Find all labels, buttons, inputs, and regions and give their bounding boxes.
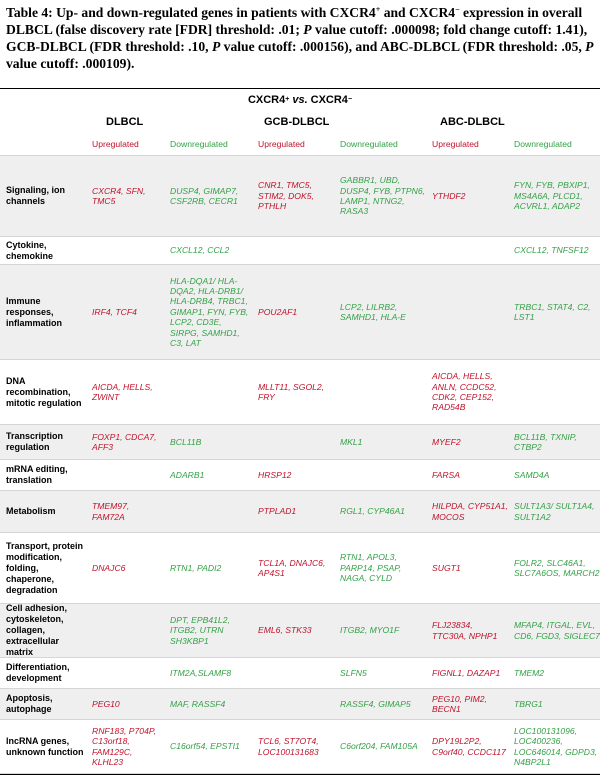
downregulated-genes-cell: LCP2, LILRB2, SAMHD1, HLA-E [340, 301, 406, 322]
row-category: mRNA editing, translation [6, 464, 68, 485]
row-category: Transcription regulation [6, 431, 64, 452]
downregulated-genes-cell: C6orf204, FAM105A [340, 741, 418, 752]
table-row: Transcription regulation FOXP1, CDCA7, AF… [0, 425, 600, 460]
row-category: Metabolism [6, 506, 56, 516]
downregulated-genes-cell: BCL11B, TXNIP, CTBP2 [514, 431, 577, 452]
upregulated-genes-cell: RNF183, P704P, C13orf18, FAM129C, KLHL23 [92, 725, 156, 767]
upregulated-genes-cell: AICDA, HELLS, ANLN, CCDC52, CDK2, CEP152… [432, 371, 497, 413]
row-category: Differentiation, development [6, 662, 70, 683]
upregulated-genes-cell: MLLT11, SGOL2, FRY [258, 381, 325, 402]
downregulated-genes-cell: FYN, FYB, PBXIP1, MS4A6A, PLCD1, ACVRL1,… [514, 180, 590, 212]
row-category: Immune responses, inflammation [6, 295, 63, 328]
upregulated-genes-cell: MYEF2 [432, 436, 461, 447]
subheader-downregulated: Downregulated [340, 138, 398, 149]
downregulated-genes-cell: MKL1 [340, 436, 363, 447]
upregulated-genes-cell: YTHDF2 [432, 190, 466, 201]
downregulated-genes-cell: RASSF4, GIMAP5 [340, 698, 411, 709]
subheader-downregulated: Downregulated [170, 138, 228, 149]
downregulated-genes-cell: HLA-DQA1/ HLA-DQA2, HLA-DRB1/ HLA-DRB4, … [170, 275, 249, 349]
upregulated-genes-cell: FIGNL1, DAZAP1 [432, 667, 501, 678]
downregulated-genes-cell: DUSP4, GIMAP7, CSF2RB, CECR1 [170, 185, 239, 206]
downregulated-genes-cell: RTN1, PADI2 [170, 562, 222, 573]
upregulated-genes-cell: HRSP12 [258, 469, 292, 480]
table-row: Differentiation, development ITM2A,SLAMF8… [0, 658, 600, 689]
downregulated-genes-cell: GABBR1, UBD, DUSP4, FYB, PTPN6, LAMP1, N… [340, 175, 426, 217]
upregulated-genes-cell: TMEM97, FAM72A [92, 501, 130, 522]
downregulated-genes-cell: BCL11B [170, 436, 202, 447]
upregulated-genes-cell: TCL1A, DNAJC6, AP4S1 [258, 557, 326, 578]
upregulated-genes-cell: FOXP1, CDCA7, AFF3 [92, 431, 157, 452]
upregulated-genes-cell: AICDA, HELLS, ZWINT [92, 381, 153, 402]
downregulated-genes-cell: SULT1A3/ SULT1A4, SULT1A2 [514, 501, 595, 522]
table-caption: Table 4: Up- and down-regulated genes in… [6, 5, 594, 71]
subheader-upregulated: Upregulated [92, 138, 139, 149]
row-category: Cytokine, chemokine [6, 239, 54, 261]
upregulated-genes-cell: FLJ23834, TTC30A, NPHP1 [432, 620, 498, 641]
upregulated-genes-cell: TCL6, ST7OT4, LOC100131683 [258, 736, 319, 757]
subheader-downregulated: Downregulated [514, 138, 572, 149]
upregulated-genes-cell: DNAJC6 [92, 562, 126, 573]
table-row: lncRNA genes, unknown function RNF183, P7… [0, 720, 600, 774]
downregulated-genes-cell: LOC100131096, LOC400236, LOC646014, GDPD… [514, 725, 598, 767]
downregulated-genes-cell: DPT, EPB41L2, ITGB2, UTRN SH3KBP1 [170, 614, 230, 646]
table-row: Signaling, ion channels CXCR4, SFN, TMC5 D… [0, 156, 600, 237]
upregulated-genes-cell: PEG10 [92, 698, 120, 709]
downregulated-genes-cell: ADARB1 [170, 469, 205, 480]
downregulated-genes-cell: TMEM2 [514, 667, 545, 678]
downregulated-genes-cell: SLFN5 [340, 667, 367, 678]
direction-header-row: Upregulated Downregulated Upregulated Do… [0, 133, 600, 156]
group-gcb-dlbcl: GCB-DLBCL [264, 116, 330, 128]
upregulated-genes-cell: FARSA [432, 469, 461, 480]
row-category: Apoptosis, autophage [6, 693, 53, 714]
table-row: Metabolism TMEM97, FAM72A PTPLAD1 RGL1, CYP… [0, 491, 600, 533]
table-row: Apoptosis, autophage PEG10 MAF, RASSF4 RASS… [0, 689, 600, 720]
downregulated-genes-cell: FOLR2, SLC46A1, SLC7A6OS, MARCH2 [514, 557, 600, 578]
table-row: Transport, protein modification, folding… [0, 533, 600, 604]
downregulated-genes-cell: TRBC1, STAT4, C2, LST1 [514, 301, 591, 322]
table-body: Signaling, ion channels CXCR4, SFN, TMC5 D… [0, 156, 600, 774]
downregulated-genes-cell: CXCL12, CCL2 [170, 245, 230, 256]
upregulated-genes-cell: IRF4, TCF4 [92, 306, 137, 317]
upregulated-genes-cell: POU2AF1 [258, 306, 298, 317]
group-abc-dlbcl: ABC-DLBCL [440, 116, 505, 128]
row-category: DNA recombination, mitotic regulation [6, 375, 82, 408]
group-header-row: DLBCL GCB-DLBCL ABC-DLBCL [0, 111, 600, 133]
table-row: mRNA editing, translation ADARB1 HRSP12 FAR… [0, 460, 600, 491]
downregulated-genes-cell: TBRG1 [514, 698, 543, 709]
downregulated-genes-cell: MFAP4, ITGAL, EVL, CD6, FGD3, SIGLEC7 [514, 620, 600, 641]
downregulated-genes-cell: ITGB2, MYO1F [340, 625, 400, 636]
comparison-header: CXCR4 + vs. CXCR4− [247, 94, 353, 106]
row-category: lncRNA genes, unknown function [6, 735, 84, 757]
upregulated-genes-cell: PTPLAD1 [258, 506, 297, 517]
downregulated-genes-cell: MAF, RASSF4 [170, 698, 226, 709]
row-category: Cell adhesion, cytoskeleton, collagen, e… [6, 603, 68, 657]
downregulated-genes-cell: CXCL12, TNFSF12 [514, 245, 589, 256]
upregulated-genes-cell: CNR1, TMC5, STIM2, DOK5, PTHLH [258, 180, 314, 212]
downregulated-genes-cell: RTN1, APOL3, PARP14, PSAP, NAGA, CYLD [340, 552, 402, 584]
upregulated-genes-cell: CXCR4, SFN, TMC5 [92, 185, 146, 206]
gene-table: CXCR4 + vs. CXCR4− DLBCL GCB-DLBCL ABC-DL… [0, 88, 600, 775]
upregulated-genes-cell: PEG10, PIM2, BECN1 [432, 693, 487, 714]
upregulated-genes-cell: EML6, STK33 [258, 625, 312, 636]
subheader-upregulated: Upregulated [432, 138, 479, 149]
table-row: DNA recombination, mitotic regulation AIC… [0, 360, 600, 425]
downregulated-genes-cell: SAMD4A [514, 469, 550, 480]
upregulated-genes-cell: DPY19L2P2, C9orf40, CCDC117 [432, 736, 506, 757]
row-category: Transport, protein modification, folding… [6, 540, 84, 595]
upregulated-genes-cell: HILPDA, CYP51A1, MOCOS [432, 501, 508, 522]
subheader-upregulated: Upregulated [258, 138, 305, 149]
table-row: Cell adhesion, cytoskeleton, collagen, e… [0, 603, 600, 658]
table-row: Immune responses, inflammation IRF4, TCF4… [0, 265, 600, 360]
downregulated-genes-cell: ITM2A,SLAMF8 [170, 667, 232, 678]
upregulated-genes-cell: SUGT1 [432, 562, 461, 573]
group-dlbcl: DLBCL [106, 116, 144, 128]
row-category: Signaling, ion channels [6, 185, 65, 206]
downregulated-genes-cell: RGL1, CYP46A1 [340, 506, 405, 517]
table-row: Cytokine, chemokine CXCL12, CCL2 CXCL12, T… [0, 237, 600, 265]
downregulated-genes-cell: C16orf54, EPSTI1 [170, 741, 240, 752]
